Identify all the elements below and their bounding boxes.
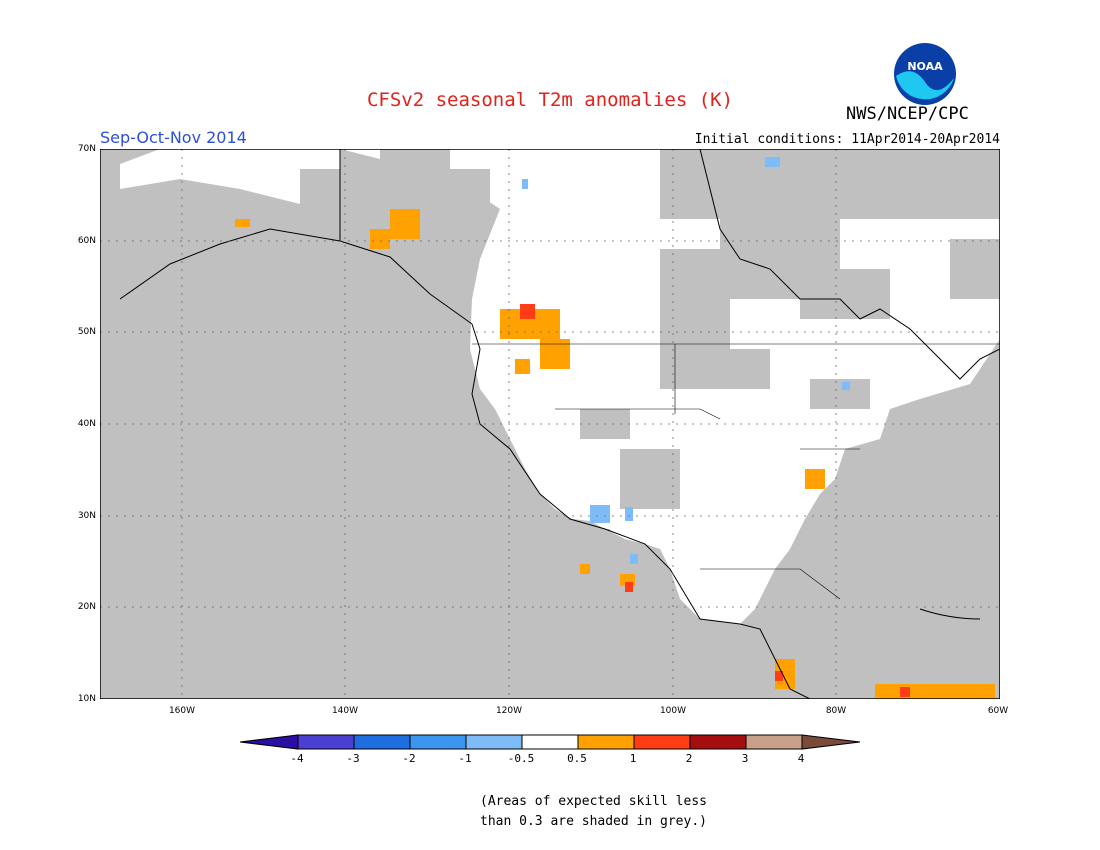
colorbar [240, 734, 860, 750]
warm-anomaly-cells [235, 209, 995, 699]
colorbar-label: -3 [346, 752, 360, 765]
colorbar-label: -2 [402, 752, 416, 765]
noaa-logo: NOAA [894, 43, 956, 105]
colorbar-label: 2 [685, 752, 693, 765]
map-title: CFSv2 seasonal T2m anomalies (K) [366, 89, 734, 111]
lat-label-70n: 70N [77, 144, 96, 154]
colorbar-label: -0.5 [507, 752, 535, 765]
lon-label-80w: 80W [825, 706, 847, 716]
coastlines [119, 149, 1000, 699]
lon-label-160w: 160W [168, 706, 196, 716]
colorbar-segment [297, 734, 355, 750]
colorbar-segment [409, 734, 467, 750]
colorbar-segment [465, 734, 523, 750]
colorbar-arrow-high [801, 734, 860, 750]
colorbar-label: 3 [741, 752, 749, 765]
agency-label: NWS/NCEP/CPC [846, 104, 969, 124]
colorbar-label: 4 [797, 752, 805, 765]
season-label: Sep-Oct-Nov 2014 [100, 128, 247, 147]
skill-note: (Areas of expected skill less than 0.3 a… [480, 792, 707, 832]
colorbar-label: 1 [629, 752, 637, 765]
colorbar-label: 0.5 [567, 752, 587, 765]
colorbar-arrow-low [240, 734, 299, 750]
skill-note-line2: than 0.3 are shaded in grey.) [480, 814, 707, 829]
colorbar-segment [633, 734, 691, 750]
lat-label-20n: 20N [77, 602, 96, 612]
noaa-logo-text: NOAA [907, 60, 943, 73]
colorbar-segment [353, 734, 411, 750]
colorbar-label: -1 [458, 752, 472, 765]
colorbar-segment [689, 734, 747, 750]
lon-label-60w: 60W [987, 706, 1009, 716]
graticule [100, 149, 1000, 699]
initial-conditions-label: Initial conditions: 11Apr2014-20Apr2014 [694, 132, 1000, 147]
colorbar-segment [521, 734, 579, 750]
lon-label-120w: 120W [495, 706, 523, 716]
lat-label-10n: 10N [77, 694, 96, 704]
skill-note-line1: (Areas of expected skill less [480, 794, 707, 809]
lat-label-30n: 30N [77, 511, 96, 521]
lon-label-100w: 100W [659, 706, 687, 716]
colorbar-segment [745, 734, 803, 750]
hot-anomaly-cells [520, 304, 910, 697]
cool-anomaly-cells [522, 157, 850, 564]
lat-label-40n: 40N [77, 419, 96, 429]
colorbar-label: -4 [290, 752, 304, 765]
low-skill-patches [300, 149, 1000, 579]
lat-label-60n: 60N [77, 236, 96, 246]
lat-label-50n: 50N [77, 327, 96, 337]
colorbar-segment [577, 734, 635, 750]
lon-label-140w: 140W [331, 706, 359, 716]
anomaly-map [100, 149, 1000, 699]
colorbar-segments [240, 734, 860, 750]
